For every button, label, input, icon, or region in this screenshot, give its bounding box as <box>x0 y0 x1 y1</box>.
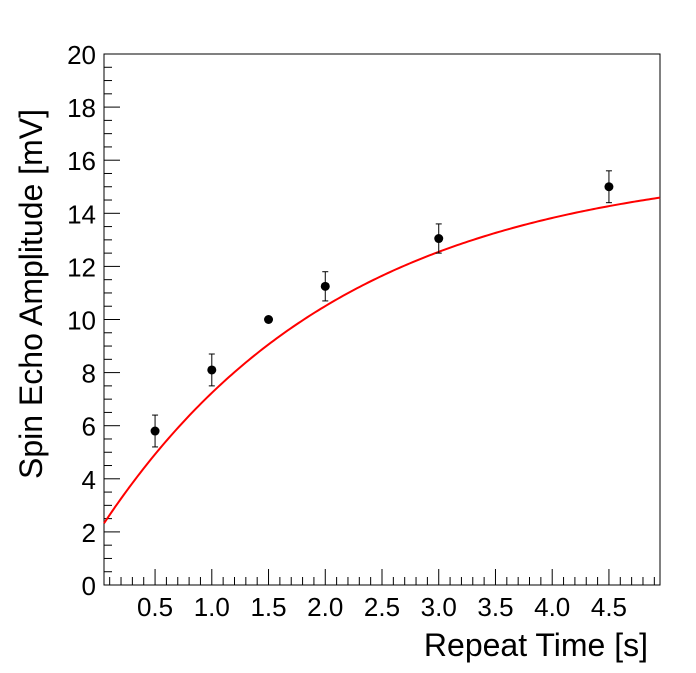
x-tick-label: 1.0 <box>194 592 230 622</box>
y-axis-title: Spin Echo Amplitude [mV] <box>13 109 49 479</box>
y-tick-label: 8 <box>82 359 96 389</box>
x-tick-label: 3.0 <box>421 592 457 622</box>
data-point <box>264 315 274 324</box>
x-tick-label: 2.0 <box>307 592 343 622</box>
data-point <box>434 234 444 244</box>
x-axis-title: Repeat Time [s] <box>424 627 648 663</box>
fit-curve-line <box>103 196 661 524</box>
plot-frame <box>103 53 661 586</box>
axis-ticks <box>104 53 655 586</box>
data-point <box>207 365 217 375</box>
y-tick-label: 12 <box>67 252 96 282</box>
x-tick-label: 4.5 <box>591 592 627 622</box>
data-point <box>604 182 614 192</box>
x-tick-labels: 0.5 1.0 1.5 2.0 2.5 3.0 3.5 4.0 4.5 <box>137 592 627 622</box>
data-points-layer <box>150 170 614 448</box>
y-tick-label: 6 <box>82 412 96 442</box>
data-point <box>150 426 160 436</box>
y-tick-label: 20 <box>67 40 96 70</box>
x-tick-label: 2.5 <box>364 592 400 622</box>
data-point <box>320 281 330 291</box>
y-tick-label: 4 <box>82 465 96 495</box>
fit-curve-layer <box>103 196 661 524</box>
x-tick-label: 0.5 <box>137 592 173 622</box>
x-tick-label: 4.0 <box>534 592 570 622</box>
y-tick-labels: 0 2 4 6 8 10 12 14 16 18 20 <box>67 40 96 601</box>
y-tick-label: 14 <box>67 199 96 229</box>
x-tick-label: 3.5 <box>477 592 513 622</box>
x-tick-label: 1.5 <box>250 592 286 622</box>
y-tick-label: 16 <box>67 146 96 176</box>
y-tick-label: 0 <box>82 571 96 601</box>
y-tick-label: 10 <box>67 306 96 336</box>
y-tick-label: 18 <box>67 93 96 123</box>
y-tick-label: 2 <box>82 518 96 548</box>
